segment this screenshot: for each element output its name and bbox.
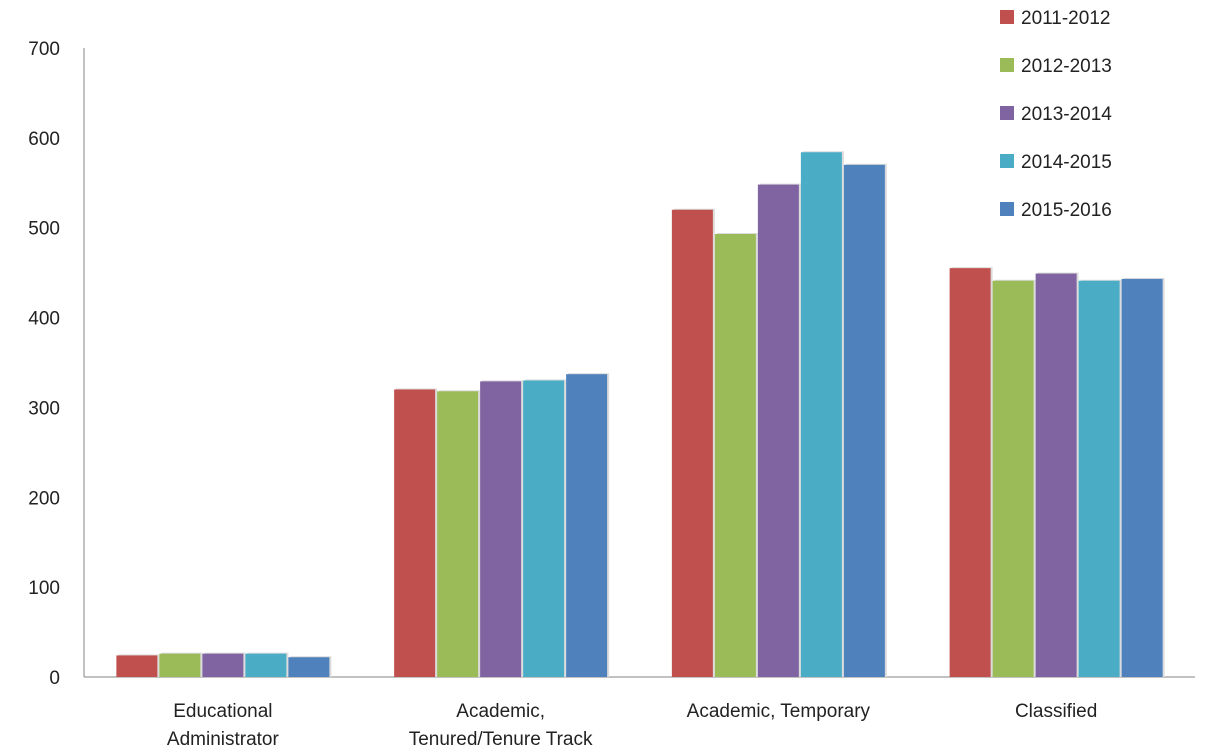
bar (992, 280, 1034, 677)
y-tick-label: 400 (28, 309, 60, 330)
y-tick-label: 500 (28, 219, 60, 240)
bar (757, 184, 799, 677)
bar (437, 391, 479, 677)
legend: 2011-2012 2012-2013 2013-2014 2014-2015 2015… (1000, 8, 1112, 221)
bar (949, 268, 991, 677)
bar (245, 653, 287, 677)
y-tick-label: 300 (28, 398, 60, 419)
legend-swatch (1000, 58, 1014, 72)
x-tick-label: Classified (1015, 701, 1097, 722)
legend-label: 2014-2015 (1021, 152, 1112, 173)
bar (1035, 273, 1077, 677)
legend-label: 2013-2014 (1021, 104, 1112, 125)
x-tick-label: Administrator (167, 729, 280, 750)
x-tick-label: Academic, (456, 701, 545, 722)
bar (202, 653, 244, 677)
legend-swatch (1000, 154, 1014, 168)
bar (800, 152, 842, 678)
bar (1078, 280, 1120, 677)
bar (288, 657, 330, 677)
x-tick-label: Tenured/Tenure Track (409, 729, 593, 750)
legend-label: 2015-2016 (1021, 200, 1112, 221)
legend-swatch (1000, 106, 1014, 120)
x-tick-label: Educational (173, 701, 272, 722)
bar (116, 655, 158, 677)
bar (671, 209, 713, 677)
bar (523, 380, 565, 677)
y-tick-label: 700 (28, 39, 60, 60)
bar (714, 234, 756, 678)
y-tick-label: 100 (28, 578, 60, 599)
x-tick-label: Academic, Temporary (687, 701, 871, 722)
y-tick-label: 200 (28, 488, 60, 509)
bar (159, 653, 201, 677)
x-axis: Educational Administrator Academic, Tenured… (84, 676, 1195, 750)
y-tick-label: 600 (28, 129, 60, 150)
bars (116, 151, 1165, 678)
y-axis: 0 100 200 300 400 500 600 700 (28, 39, 85, 689)
bar (843, 164, 885, 678)
legend-item: 2013-2014 (1000, 104, 1112, 125)
legend-swatch (1000, 10, 1014, 24)
legend-item: 2011-2012 (1000, 8, 1110, 29)
bar (394, 389, 436, 677)
legend-item: 2014-2015 (1000, 152, 1112, 173)
legend-label: 2012-2013 (1021, 56, 1112, 77)
y-tick-label: 0 (49, 668, 60, 689)
bar (1121, 278, 1163, 677)
legend-label: 2011-2012 (1021, 8, 1110, 29)
bar (480, 381, 522, 677)
legend-item: 2012-2013 (1000, 56, 1112, 77)
legend-swatch (1000, 202, 1014, 216)
bar (566, 374, 608, 677)
legend-item: 2015-2016 (1000, 200, 1112, 221)
